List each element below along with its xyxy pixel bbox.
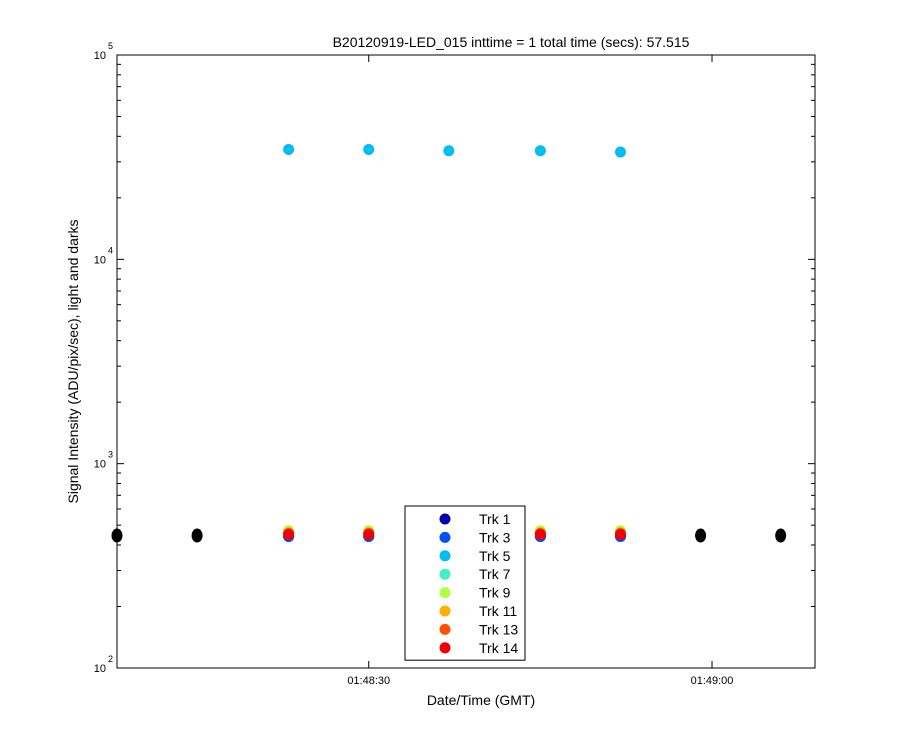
legend-marker [439,605,451,617]
x-tick-label: 01:49:00 [691,675,734,687]
y-tick-exponent: 5 [108,41,113,51]
x-axis-label: Date/Time (GMT) [427,692,535,708]
y-tick-label: 10 [94,50,106,62]
data-point [534,145,546,157]
axis-ticks [117,54,815,669]
x-tick-label: 01:48:30 [347,675,390,687]
legend: Trk 1 Trk 3 Trk 5 Trk 7 Trk 9 Trk 11 Trk 13 Trk… [404,505,526,661]
dark-point [775,528,787,543]
legend-marker [439,587,451,599]
y-tick-exponent: 4 [108,245,113,255]
legend-marker [439,531,451,543]
dark-point [111,528,123,543]
dark-point [191,528,203,543]
data-point [363,143,375,155]
chart-title: B20120919-LED_015 inttime = 1 total time… [333,34,690,50]
legend-label: Trk 7 [479,566,511,582]
legend-label: Trk 5 [479,548,511,564]
data-point [534,529,546,541]
dark-point [695,528,707,543]
legend-label: Trk 11 [479,603,517,619]
legend-box [404,505,526,661]
legend-label: Trk 3 [479,529,511,545]
legend-label: Trk 14 [479,640,518,656]
legend-marker [439,550,451,562]
legend-label: Trk 1 [479,511,511,527]
x-tick-labels: 01:48:30 01:49:00 [347,675,733,687]
data-point [283,143,295,155]
y-tick-label: 10 [94,663,106,675]
y-tick-exponent: 3 [108,450,113,460]
y-tick-label: 10 [94,459,106,471]
data-point [363,529,375,541]
legend-label: Trk 9 [479,585,511,601]
data-point [443,145,455,157]
legend-marker [439,642,451,654]
y-axis-label: Signal Intensity (ADU/pix/sec), light an… [65,219,81,503]
y-tick-exponent: 2 [108,654,113,664]
legend-marker [439,623,451,635]
data-point [283,529,295,541]
legend-marker [439,513,451,525]
y-tick-label: 10 [94,254,106,266]
data-point [614,529,626,541]
legend-marker [439,568,451,580]
data-point [614,146,626,158]
legend-label: Trk 13 [479,621,518,637]
